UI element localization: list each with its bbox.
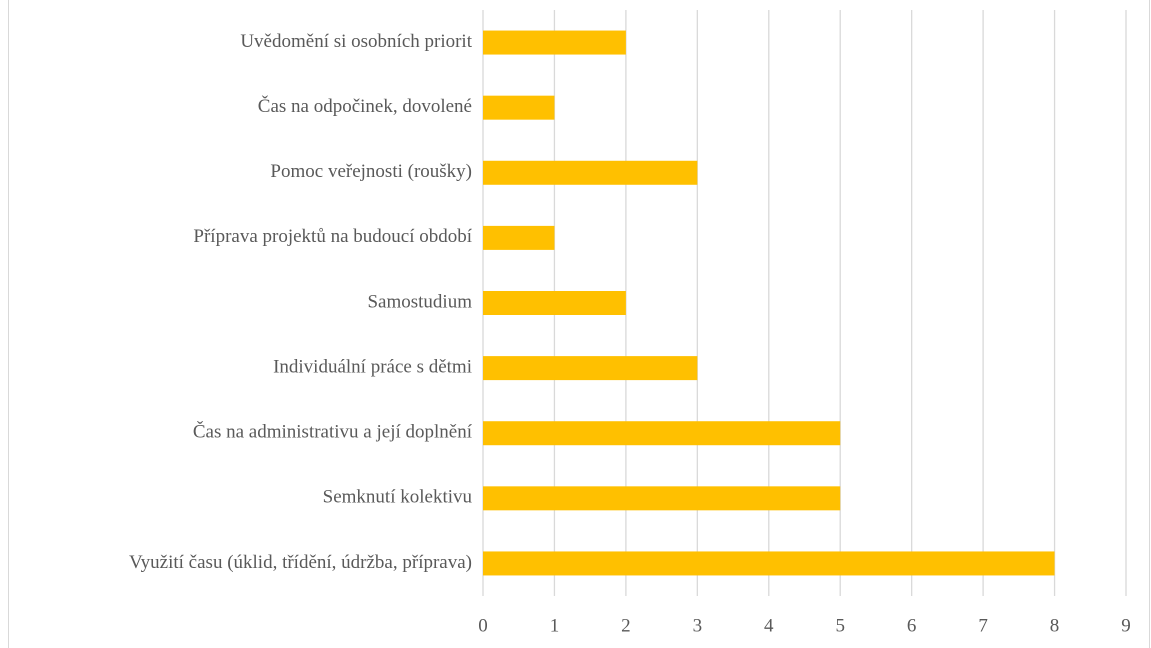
x-tick-label: 8 bbox=[1050, 615, 1060, 636]
y-tick-label: Čas na administrativu a její doplnění bbox=[193, 421, 473, 443]
x-tick-label: 1 bbox=[550, 615, 560, 636]
bar bbox=[483, 421, 841, 446]
bar bbox=[483, 356, 698, 381]
y-tick-label: Samostudium bbox=[367, 291, 472, 312]
y-tick-label: Čas na odpočinek, dovolené bbox=[258, 95, 472, 117]
bar bbox=[483, 486, 841, 511]
x-tick-label: 0 bbox=[478, 615, 488, 636]
x-tick-label: 6 bbox=[907, 615, 917, 636]
bar bbox=[483, 30, 626, 55]
y-tick-label: Uvědomění si osobních priorit bbox=[240, 31, 472, 52]
y-tick-label: Semknutí kolektivu bbox=[323, 487, 473, 508]
bar bbox=[483, 95, 555, 120]
x-tick-label: 2 bbox=[621, 615, 631, 636]
bar bbox=[483, 551, 1055, 576]
x-tick-label: 7 bbox=[978, 615, 988, 636]
y-tick-label: Příprava projektů na budoucí období bbox=[193, 226, 472, 247]
x-tick-label: 9 bbox=[1121, 615, 1131, 636]
x-tick-label: 4 bbox=[764, 615, 774, 636]
bar bbox=[483, 291, 626, 315]
y-tick-label: Individuální práce s dětmi bbox=[273, 356, 472, 377]
bar bbox=[483, 160, 698, 185]
bar bbox=[483, 225, 555, 250]
x-tick-label: 3 bbox=[693, 615, 703, 636]
y-tick-label: Využití času (úklid, třídění, údržba, př… bbox=[129, 552, 472, 573]
y-tick-label: Pomoc veřejnosti (roušky) bbox=[270, 161, 472, 182]
chart-border bbox=[8, 0, 1150, 648]
x-tick-label: 5 bbox=[835, 615, 845, 636]
